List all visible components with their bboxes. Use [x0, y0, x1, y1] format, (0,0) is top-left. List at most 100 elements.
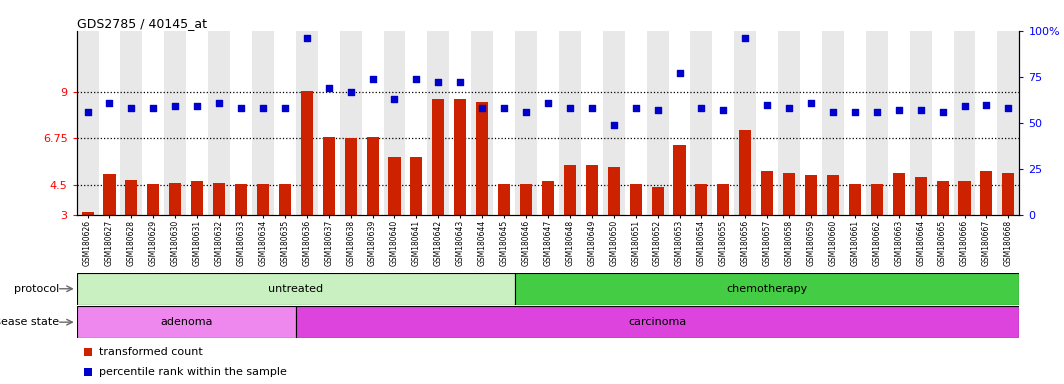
Bar	[976, 31, 997, 215]
Bar	[866, 31, 887, 215]
Bar	[322, 137, 335, 277]
Point	[627, 105, 644, 111]
Point	[386, 96, 403, 102]
Text: GDS2785 / 40145_at: GDS2785 / 40145_at	[77, 17, 206, 30]
Point	[802, 100, 819, 106]
Bar	[651, 187, 664, 277]
Bar	[696, 184, 708, 277]
Bar	[296, 31, 318, 215]
Bar	[893, 173, 904, 277]
Bar	[932, 31, 953, 215]
Bar	[647, 31, 668, 215]
Bar	[936, 180, 949, 277]
Bar	[537, 31, 559, 215]
Point	[891, 107, 908, 113]
Point	[671, 70, 688, 76]
Point	[343, 89, 360, 95]
Bar	[691, 31, 713, 215]
Point	[233, 105, 250, 111]
Bar	[339, 31, 362, 215]
Point	[101, 100, 118, 106]
Text: chemotherapy: chemotherapy	[727, 284, 808, 294]
Bar	[209, 31, 230, 215]
Bar	[910, 31, 932, 215]
Bar	[77, 31, 99, 215]
Bar	[273, 31, 296, 215]
Bar	[256, 184, 269, 277]
Point	[496, 105, 513, 111]
Bar	[668, 31, 691, 215]
Text: carcinoma: carcinoma	[629, 317, 686, 327]
Bar	[493, 31, 515, 215]
Point	[364, 76, 381, 82]
Bar	[761, 171, 774, 277]
Bar	[515, 31, 537, 215]
Bar	[454, 99, 466, 277]
Bar	[230, 31, 252, 215]
Bar	[77, 273, 515, 305]
Point	[1000, 105, 1017, 111]
Bar	[959, 180, 970, 277]
Text: percentile rank within the sample: percentile rank within the sample	[99, 367, 287, 377]
Point	[430, 79, 447, 86]
Bar	[388, 157, 400, 277]
Bar	[252, 31, 273, 215]
Bar	[739, 130, 751, 277]
Point	[408, 76, 425, 82]
Bar	[301, 91, 313, 277]
Point	[452, 79, 469, 86]
Bar	[953, 31, 976, 215]
Bar	[169, 182, 181, 277]
Point	[145, 105, 162, 111]
Bar	[192, 180, 203, 277]
Bar	[186, 31, 209, 215]
Point	[167, 103, 184, 109]
Point	[912, 107, 929, 113]
Point	[79, 109, 96, 115]
Point	[978, 101, 995, 108]
Bar	[77, 306, 296, 338]
Bar	[997, 31, 1019, 215]
Bar	[717, 184, 730, 277]
Bar	[1002, 173, 1014, 277]
Bar	[432, 99, 445, 277]
Bar	[783, 173, 795, 277]
Bar	[542, 180, 554, 277]
Bar	[713, 31, 734, 215]
Bar	[674, 145, 685, 277]
Point	[517, 109, 534, 115]
Bar	[603, 31, 625, 215]
Text: adenoma: adenoma	[160, 317, 213, 327]
Bar	[147, 184, 160, 277]
Point	[955, 103, 972, 109]
Bar	[82, 212, 94, 277]
Bar	[515, 273, 1019, 305]
Bar	[887, 31, 910, 215]
Bar	[449, 31, 471, 215]
Bar	[143, 31, 164, 215]
Bar	[822, 31, 844, 215]
Point	[605, 122, 622, 128]
Bar	[126, 179, 137, 277]
Bar	[870, 184, 883, 277]
Bar	[345, 139, 356, 277]
Point	[846, 109, 863, 115]
Bar	[849, 184, 861, 277]
Bar	[428, 31, 449, 215]
Point	[693, 105, 710, 111]
Bar	[471, 31, 493, 215]
Bar	[800, 31, 822, 215]
Bar	[362, 31, 383, 215]
Point	[254, 105, 271, 111]
Bar	[120, 31, 143, 215]
Point	[736, 35, 753, 41]
Bar	[477, 101, 488, 277]
Point	[781, 105, 798, 111]
Point	[211, 100, 228, 106]
Bar	[411, 157, 422, 277]
Bar	[586, 165, 598, 277]
Point	[473, 105, 491, 111]
Point	[715, 107, 732, 113]
Point	[825, 109, 842, 115]
Bar	[581, 31, 603, 215]
